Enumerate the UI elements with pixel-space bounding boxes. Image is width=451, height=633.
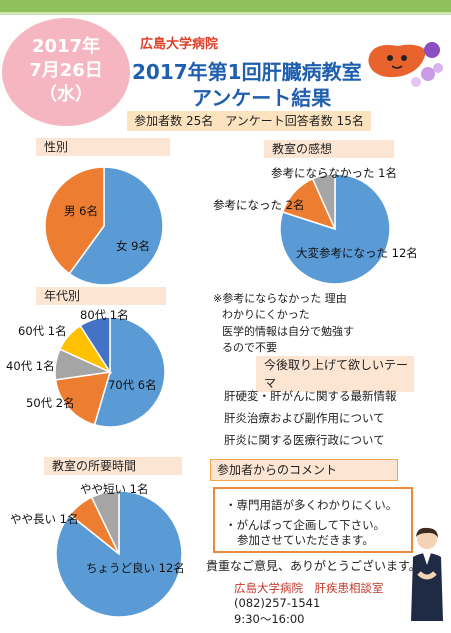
- topic-item: 肝炎に関する医療行政について: [224, 433, 385, 447]
- pie-label-not-helpful: 参考にならなかった 1名: [271, 166, 397, 180]
- pie-chart-gender: [44, 166, 164, 286]
- pie-slice-70代: [93, 316, 166, 428]
- pie-label-just-right: ちょうど良い 12名: [86, 561, 185, 575]
- pie-label-80s: 80代 1名: [80, 308, 129, 322]
- thanks-message: 貴重なご意見、ありがとうございます。: [206, 559, 421, 573]
- comment-item: 参加させていただきます。: [237, 533, 374, 547]
- section-label-impression: 教室の感想: [264, 140, 394, 158]
- contact-hours: 9:30～16:00: [234, 612, 305, 626]
- note-line: わかりにくかった: [222, 308, 310, 321]
- comments-box: ・専門用語が多くわかりにくい。 ・がんばって企画して下さい。 参加させていただき…: [213, 487, 413, 553]
- section-label-duration: 教室の所要時間: [44, 457, 182, 475]
- contact-phone: (082)257-1541: [234, 596, 321, 610]
- pie-chart-duration: [55, 490, 183, 618]
- liver-mascot-icon: [368, 42, 443, 87]
- date-weekday: （水）: [39, 84, 93, 105]
- date-badge: 2017年 7月26日 （水）: [2, 18, 130, 126]
- topic-item: 肝硬変・肝がんに関する最新情報: [224, 389, 397, 403]
- pie-label-40s: 40代 1名: [6, 359, 55, 373]
- pie-label-50s: 50代 2名: [26, 396, 75, 410]
- comment-item: ・がんばって企画して下さい。: [225, 518, 386, 532]
- top-banner-stripe: [0, 12, 451, 15]
- pie-slice-やや短い: [90, 490, 120, 555]
- note-line: 医学的情報は自分で勉強す: [222, 325, 354, 338]
- date-month-day: 7月26日: [29, 60, 103, 81]
- note-line: るので不要: [222, 341, 277, 354]
- comments-heading: 参加者からのコメント: [210, 459, 398, 481]
- pie-label-helpful: 参考になった 2名: [213, 198, 305, 212]
- section-label-age: 年代別: [36, 287, 166, 305]
- pie-label-male: 男 6名: [64, 204, 98, 218]
- pie-label-70s: 70代 6名: [108, 378, 157, 392]
- note-heading: ※参考にならなかった 理由: [213, 292, 347, 305]
- date-year: 2017年: [31, 36, 101, 57]
- topics-heading: 今後取り上げて欲しいテーマ: [256, 356, 414, 392]
- pie-label-slightly-short: やや短い 1名: [80, 482, 149, 496]
- pie-label-very-helpful: 大変参考になった 12名: [296, 246, 418, 260]
- top-banner-bar: [0, 0, 451, 12]
- pie-label-60s: 60代 1名: [18, 324, 67, 338]
- page-title: 2017年第1回肝臓病教室: [132, 60, 362, 84]
- receptionist-icon: [411, 527, 443, 621]
- hospital-name: 広島大学病院: [140, 37, 219, 52]
- pie-slice-女: [68, 166, 164, 286]
- participants-count: 参加者数 25名 アンケート回答者数 15名: [127, 111, 371, 131]
- pie-slice-男: [44, 166, 105, 275]
- contact-name: 広島大学病院 肝疾患相談室: [234, 581, 384, 595]
- pie-chart-impression: [279, 173, 391, 285]
- pie-chart-age: [54, 316, 166, 428]
- page-subtitle: アンケート結果: [192, 86, 332, 110]
- pie-slice-50代: [54, 371, 112, 426]
- pie-slice-参考にならなかった: [311, 173, 336, 230]
- topic-item: 肝炎治療および副作用について: [224, 411, 385, 425]
- pie-label-slightly-long: やや長い 1名: [10, 512, 79, 526]
- pie-label-female: 女 9名: [116, 239, 150, 253]
- pie-slice-80代: [79, 316, 111, 375]
- comment-item: ・専門用語が多くわかりにくい。: [225, 498, 398, 512]
- section-label-gender: 性別: [36, 138, 170, 156]
